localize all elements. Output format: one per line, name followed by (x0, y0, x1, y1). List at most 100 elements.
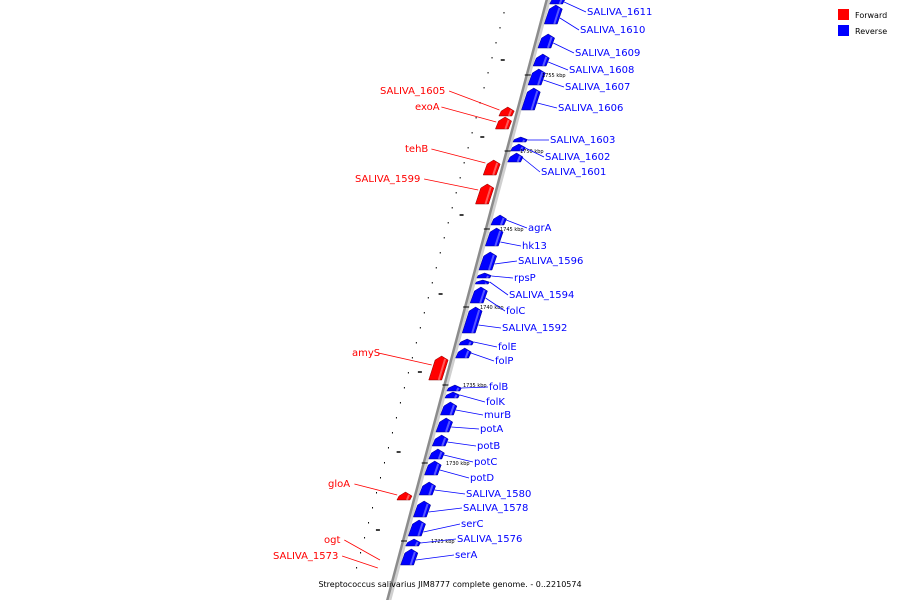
reverse-gene-label[interactable]: folC (506, 306, 525, 317)
reverse-gene-shade (522, 139, 526, 143)
reverse-gene-label[interactable]: SALIVA_1576 (457, 534, 522, 545)
reverse-gene-shade (479, 289, 486, 304)
reverse-gene-label[interactable]: serC (461, 519, 483, 530)
forward-gene-shade (504, 119, 510, 130)
reverse-gene-label[interactable]: folB (489, 382, 508, 393)
reverse-gene-label[interactable]: SALIVA_1607 (565, 82, 630, 93)
reverse-gene-shade (516, 155, 521, 163)
reverse-gene-glyph[interactable] (440, 401, 458, 416)
reverse-gene-label[interactable]: potA (480, 424, 503, 435)
reverse-gene-connector (548, 61, 569, 71)
reverse-gene-label[interactable]: SALIVA_1580 (466, 489, 531, 500)
reverse-gene-shade (464, 350, 470, 359)
reverse-gene-label[interactable]: potB (477, 441, 500, 452)
reverse-gene-label[interactable]: folK (486, 397, 505, 408)
reverse-gene-glyph[interactable] (458, 338, 474, 346)
forward-gene-glyph[interactable] (475, 183, 495, 205)
forward-gene-glyph[interactable] (498, 106, 515, 117)
reverse-gene-label[interactable]: murB (484, 410, 511, 421)
reverse-gene-glyph[interactable] (446, 384, 462, 392)
reverse-gene-glyph[interactable] (413, 500, 431, 518)
reverse-gene-label[interactable]: SALIVA_1592 (502, 323, 567, 334)
reverse-gene-glyph[interactable] (527, 68, 546, 86)
reverse-gene-glyph[interactable] (474, 279, 490, 285)
scale-tick-label: 1740 kbp (480, 305, 504, 311)
reverse-gene-glyph[interactable] (478, 251, 498, 271)
reverse-gene-glyph[interactable] (400, 548, 419, 566)
forward-gene-glyph[interactable] (495, 116, 512, 130)
reverse-gene-glyph[interactable] (549, 0, 566, 5)
reverse-gene-glyph[interactable] (469, 286, 488, 304)
reverse-gene-glyph[interactable] (461, 306, 483, 334)
reverse-gene-shade (530, 90, 539, 111)
reverse-gene-shade (409, 551, 416, 566)
reverse-gene-glyph[interactable] (543, 4, 563, 25)
reverse-swatch (838, 25, 849, 36)
reverse-gene-shade (455, 387, 460, 392)
reverse-gene-glyph[interactable] (476, 272, 492, 279)
reverse-gene-connector (506, 219, 528, 229)
forward-gene-shade (484, 186, 492, 205)
reverse-gene-connector (420, 538, 457, 544)
reverse-gene-label[interactable]: hk13 (522, 241, 547, 252)
forward-gene-label[interactable]: SALIVA_1599 (355, 174, 420, 185)
reverse-gene-glyph[interactable] (405, 538, 421, 547)
reverse-gene-label[interactable]: folP (495, 356, 513, 367)
reverse-gene-glyph[interactable] (428, 448, 445, 460)
reverse-gene-shade (454, 394, 458, 399)
forward-gene-glyph[interactable] (482, 159, 501, 176)
reverse-gene-label[interactable]: SALIVA_1594 (509, 290, 574, 301)
forward-gene-glyph[interactable] (396, 491, 413, 501)
reverse-gene-shade (422, 503, 429, 518)
reverse-gene-glyph[interactable] (490, 214, 507, 226)
reverse-gene-glyph[interactable] (537, 33, 555, 49)
reverse-gene-shade (519, 146, 524, 152)
reverse-gene-label[interactable]: potC (474, 457, 497, 468)
reverse-gene-glyph[interactable] (455, 347, 472, 359)
reverse-gene-label[interactable]: SALIVA_1611 (587, 7, 652, 18)
reverse-gene-glyph[interactable] (424, 460, 442, 476)
forward-gene-label[interactable]: tehB (405, 144, 428, 155)
reverse-gene-connector (537, 102, 558, 109)
reverse-gene-glyph[interactable] (507, 152, 524, 163)
reverse-gene-glyph[interactable] (512, 136, 528, 143)
reverse-gene-glyph[interactable] (418, 481, 436, 496)
reverse-gene-label[interactable]: SALIVA_1601 (541, 167, 606, 178)
reverse-gene-label[interactable]: SALIVA_1578 (463, 503, 528, 514)
forward-gene-label[interactable]: amyS (352, 348, 380, 359)
reverse-gene-glyph[interactable] (431, 434, 449, 447)
forward-swatch (838, 9, 849, 20)
reverse-gene-label[interactable]: SALIVA_1603 (550, 135, 615, 146)
reverse-gene-shade (428, 484, 434, 496)
reverse-gene-label[interactable]: serA (455, 550, 477, 561)
reverse-gene-connector (423, 523, 461, 533)
reverse-gene-label[interactable]: SALIVA_1608 (569, 65, 634, 76)
reverse-gene-glyph[interactable] (407, 519, 426, 537)
reverse-gene-label[interactable]: potD (470, 473, 494, 484)
reverse-gene-glyph[interactable] (484, 227, 504, 247)
reverse-gene-shade (471, 309, 481, 334)
reverse-gene-glyph[interactable] (532, 53, 550, 67)
forward-gene-label[interactable]: ogt (324, 535, 340, 546)
reverse-gene-label[interactable]: SALIVA_1610 (580, 25, 645, 36)
reverse-gene-label[interactable]: SALIVA_1606 (558, 103, 623, 114)
forward-gene-label[interactable]: gloA (328, 479, 350, 490)
reverse-gene-glyph[interactable] (444, 391, 460, 399)
reverse-gene-label[interactable]: SALIVA_1596 (518, 256, 583, 267)
forward-gene-connector (448, 90, 500, 111)
forward-gene-label[interactable]: SALIVA_1605 (380, 86, 445, 97)
reverse-gene-label[interactable]: rpsP (514, 273, 536, 284)
reverse-gene-label[interactable]: folE (498, 342, 517, 353)
reverse-gene-glyph[interactable] (521, 87, 541, 111)
forward-gene-label[interactable]: SALIVA_1573 (273, 551, 338, 562)
reverse-gene-label[interactable]: SALIVA_1609 (575, 48, 640, 59)
reverse-gene-label[interactable]: SALIVA_1602 (545, 152, 610, 163)
scale-tick-label: 1745 kbp (500, 227, 524, 233)
reverse-gene-connector (447, 441, 477, 447)
forward-gene-glyph[interactable] (428, 355, 449, 381)
forward-gene-label[interactable]: exoA (415, 102, 440, 113)
reverse-gene-glyph[interactable] (435, 417, 453, 433)
reverse-gene-label[interactable]: agrA (528, 223, 552, 234)
reverse-gene-glyph[interactable] (510, 143, 526, 152)
